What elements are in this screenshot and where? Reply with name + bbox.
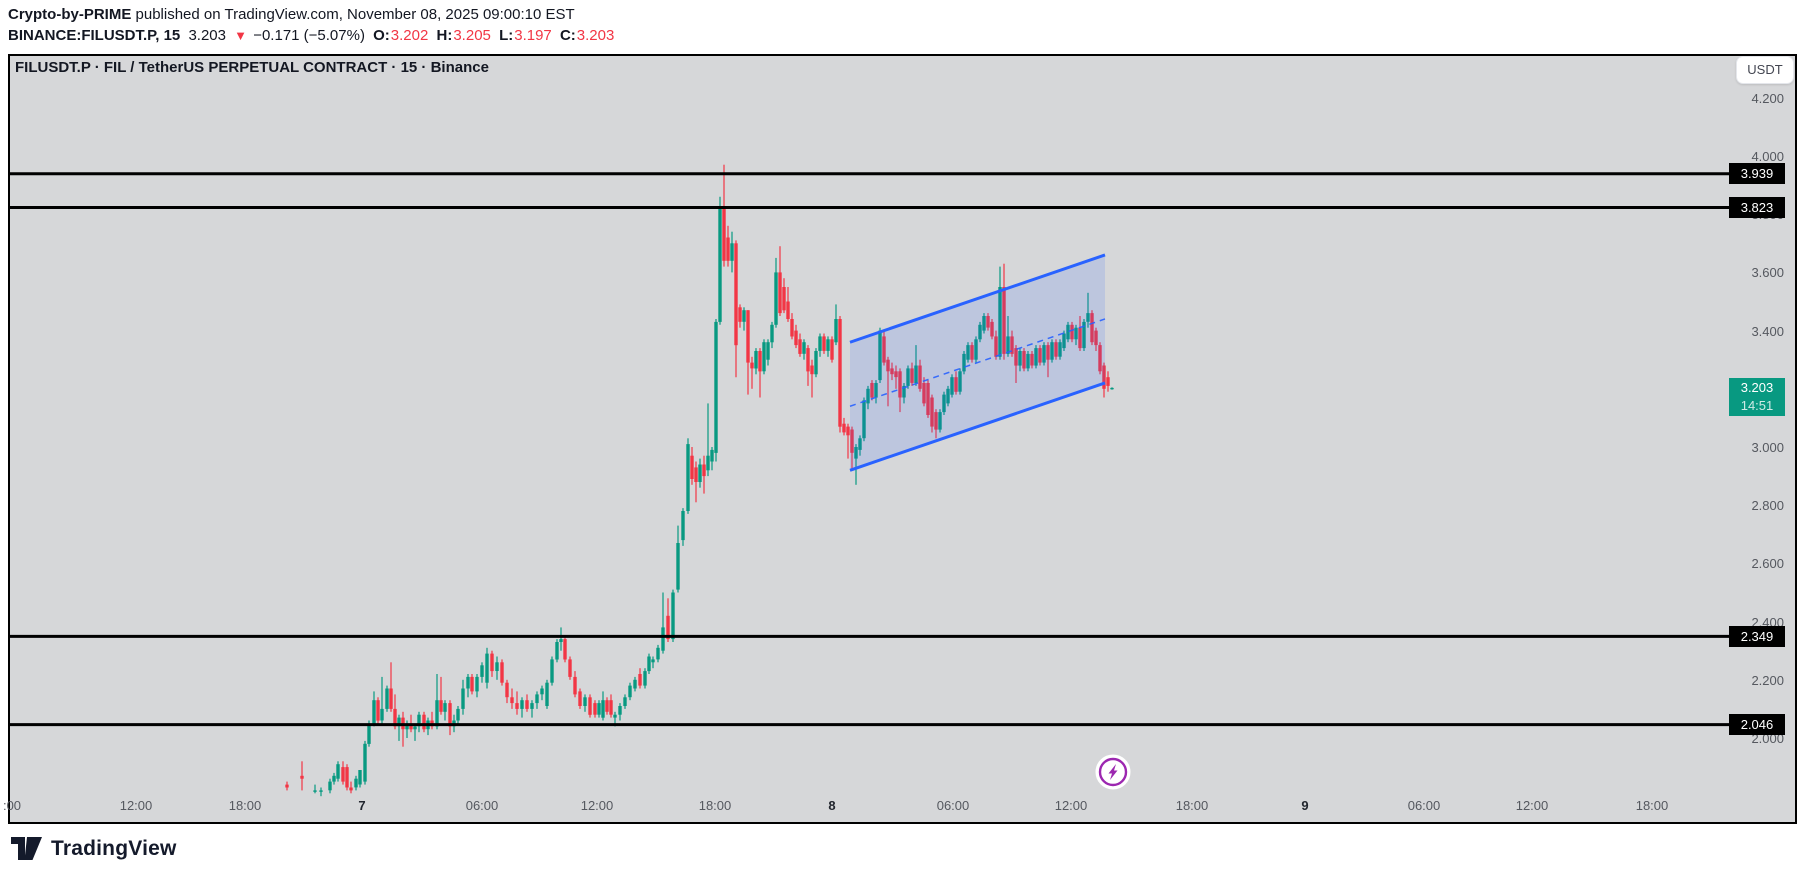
price-change: −0.171 (−5.07%) [253,27,365,44]
time-axis-tick: 18:00 [1175,798,1209,813]
time-axis-date-tick: 8 [828,798,836,813]
time-axis-tick: 18:00 [1635,798,1669,813]
price-axis-tick: 3.600 [1751,265,1784,281]
level-price-label: 3.939 [1729,163,1785,185]
tradingview-logo-text: TradingView [51,837,177,860]
time-axis-tick: 18:00 [228,798,262,813]
chart-canvas [8,54,1797,824]
time-axis-tick: :00 [2,798,22,813]
close-value: 3.203 [576,27,615,44]
current-price-label: 3.203 14:51 [1729,377,1785,416]
tradingview-logo-icon [11,837,42,860]
time-axis-tick: 06:00 [1407,798,1441,813]
close-label: C: [559,27,576,44]
level-price-label: 3.823 [1729,197,1785,218]
time-axis-tick: 06:00 [936,798,970,813]
time-axis-tick: 12:00 [1515,798,1549,813]
last-price: 3.203 [188,27,226,44]
high-value: 3.205 [453,27,491,44]
publish-byline: Crypto-by-PRIME published on TradingView… [8,5,618,24]
time-axis-tick: 12:00 [119,798,153,813]
currency-unit-button[interactable]: USDT [1736,56,1794,84]
time-axis-tick: 12:00 [580,798,614,813]
price-axis-tick: 2.800 [1751,498,1784,514]
publish-header: Crypto-by-PRIME published on TradingView… [8,5,618,45]
level-price-label: 2.046 [1729,714,1785,736]
open-label: O: [373,27,390,44]
symbol-ohlc-row: BINANCE:FILUSDT.P, 15 3.203 ▼ −0.171 (−5… [8,26,618,45]
symbol-name: BINANCE:FILUSDT.P, 15 [8,27,181,44]
bar-countdown: 14:51 [1740,397,1774,413]
price-axis-tick: 2.200 [1751,672,1784,688]
price-axis-tick: 4.000 [1751,149,1784,164]
chart-title: FILUSDT.P · FIL / TetherUS PERPETUAL CON… [15,59,489,76]
tradingview-logo[interactable]: TradingView [10,836,177,862]
author-name: Crypto-by-PRIME [8,6,132,23]
low-label: L: [499,27,514,44]
publish-info: published on TradingView.com, November 0… [135,6,575,23]
price-axis-tick: 3.000 [1751,440,1784,455]
time-axis-tick: 06:00 [465,798,499,813]
down-arrow-icon: ▼ [234,28,248,43]
open-value: 3.202 [390,27,429,44]
time-axis-date-tick: 7 [358,798,366,813]
time-axis-tick: 12:00 [1054,798,1088,813]
price-axis-tick: 2.400 [1751,614,1784,630]
price-axis-tick: 2.600 [1751,556,1784,572]
time-axis-tick: 18:00 [698,798,732,813]
low-value: 3.197 [514,27,552,44]
price-axis-tick: 4.200 [1751,90,1784,106]
price-axis-tick: 3.400 [1751,323,1784,339]
level-price-label: 2.349 [1729,625,1785,647]
current-price-value: 3.203 [1740,379,1774,395]
high-label: H: [436,27,453,44]
time-axis-date-tick: 9 [1301,798,1309,813]
